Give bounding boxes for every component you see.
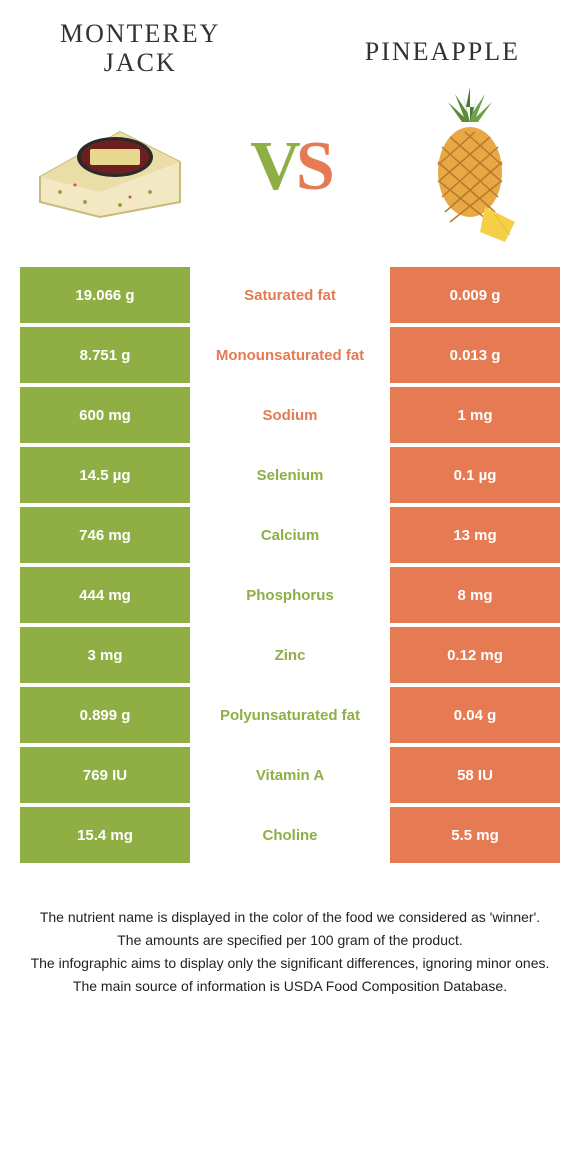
table-row: 600 mgSodium1 mg [20, 387, 560, 443]
nutrient-label: Sodium [190, 387, 390, 443]
right-value: 0.1 µg [390, 447, 560, 503]
vs-label: VS [250, 127, 330, 207]
table-row: 0.899 gPolyunsaturated fat0.04 g [20, 687, 560, 743]
footer-line: The amounts are specified per 100 gram o… [30, 930, 550, 951]
right-value: 0.009 g [390, 267, 560, 323]
left-value: 14.5 µg [20, 447, 190, 503]
footer-line: The infographic aims to display only the… [30, 953, 550, 974]
left-value: 769 IU [20, 747, 190, 803]
footer-line: The main source of information is USDA F… [30, 976, 550, 997]
nutrient-label: Polyunsaturated fat [190, 687, 390, 743]
nutrient-label: Zinc [190, 627, 390, 683]
right-value: 5.5 mg [390, 807, 560, 863]
hero-row: VS [0, 77, 580, 267]
right-value: 0.013 g [390, 327, 560, 383]
left-value: 19.066 g [20, 267, 190, 323]
nutrient-label: Saturated fat [190, 267, 390, 323]
nutrient-label: Phosphorus [190, 567, 390, 623]
left-value: 8.751 g [20, 327, 190, 383]
vs-v: V [250, 128, 296, 205]
right-value: 8 mg [390, 567, 560, 623]
right-value: 0.12 mg [390, 627, 560, 683]
pineapple-image [390, 92, 550, 242]
right-value: 58 IU [390, 747, 560, 803]
left-value: 0.899 g [20, 687, 190, 743]
cheese-image [30, 92, 190, 242]
comparison-table: 19.066 gSaturated fat0.009 g8.751 gMonou… [20, 267, 560, 863]
footer-notes: The nutrient name is displayed in the co… [0, 867, 580, 997]
header: MONTEREY JACK PINEAPPLE [0, 0, 580, 77]
right-value: 13 mg [390, 507, 560, 563]
table-row: 8.751 gMonounsaturated fat0.013 g [20, 327, 560, 383]
left-value: 600 mg [20, 387, 190, 443]
table-row: 444 mgPhosphorus8 mg [20, 567, 560, 623]
nutrient-label: Calcium [190, 507, 390, 563]
footer-line: The nutrient name is displayed in the co… [30, 907, 550, 928]
left-value: 15.4 mg [20, 807, 190, 863]
table-row: 3 mgZinc0.12 mg [20, 627, 560, 683]
vs-s: S [296, 128, 330, 205]
right-value: 0.04 g [390, 687, 560, 743]
table-row: 19.066 gSaturated fat0.009 g [20, 267, 560, 323]
table-row: 15.4 mgCholine5.5 mg [20, 807, 560, 863]
right-title: PINEAPPLE [365, 38, 520, 77]
nutrient-label: Choline [190, 807, 390, 863]
nutrient-label: Monounsaturated fat [190, 327, 390, 383]
left-value: 3 mg [20, 627, 190, 683]
left-value: 746 mg [20, 507, 190, 563]
table-row: 769 IUVitamin A58 IU [20, 747, 560, 803]
table-row: 14.5 µgSelenium0.1 µg [20, 447, 560, 503]
right-value: 1 mg [390, 387, 560, 443]
nutrient-label: Vitamin A [190, 747, 390, 803]
left-title: MONTEREY JACK [60, 20, 220, 77]
left-value: 444 mg [20, 567, 190, 623]
nutrient-label: Selenium [190, 447, 390, 503]
table-row: 746 mgCalcium13 mg [20, 507, 560, 563]
